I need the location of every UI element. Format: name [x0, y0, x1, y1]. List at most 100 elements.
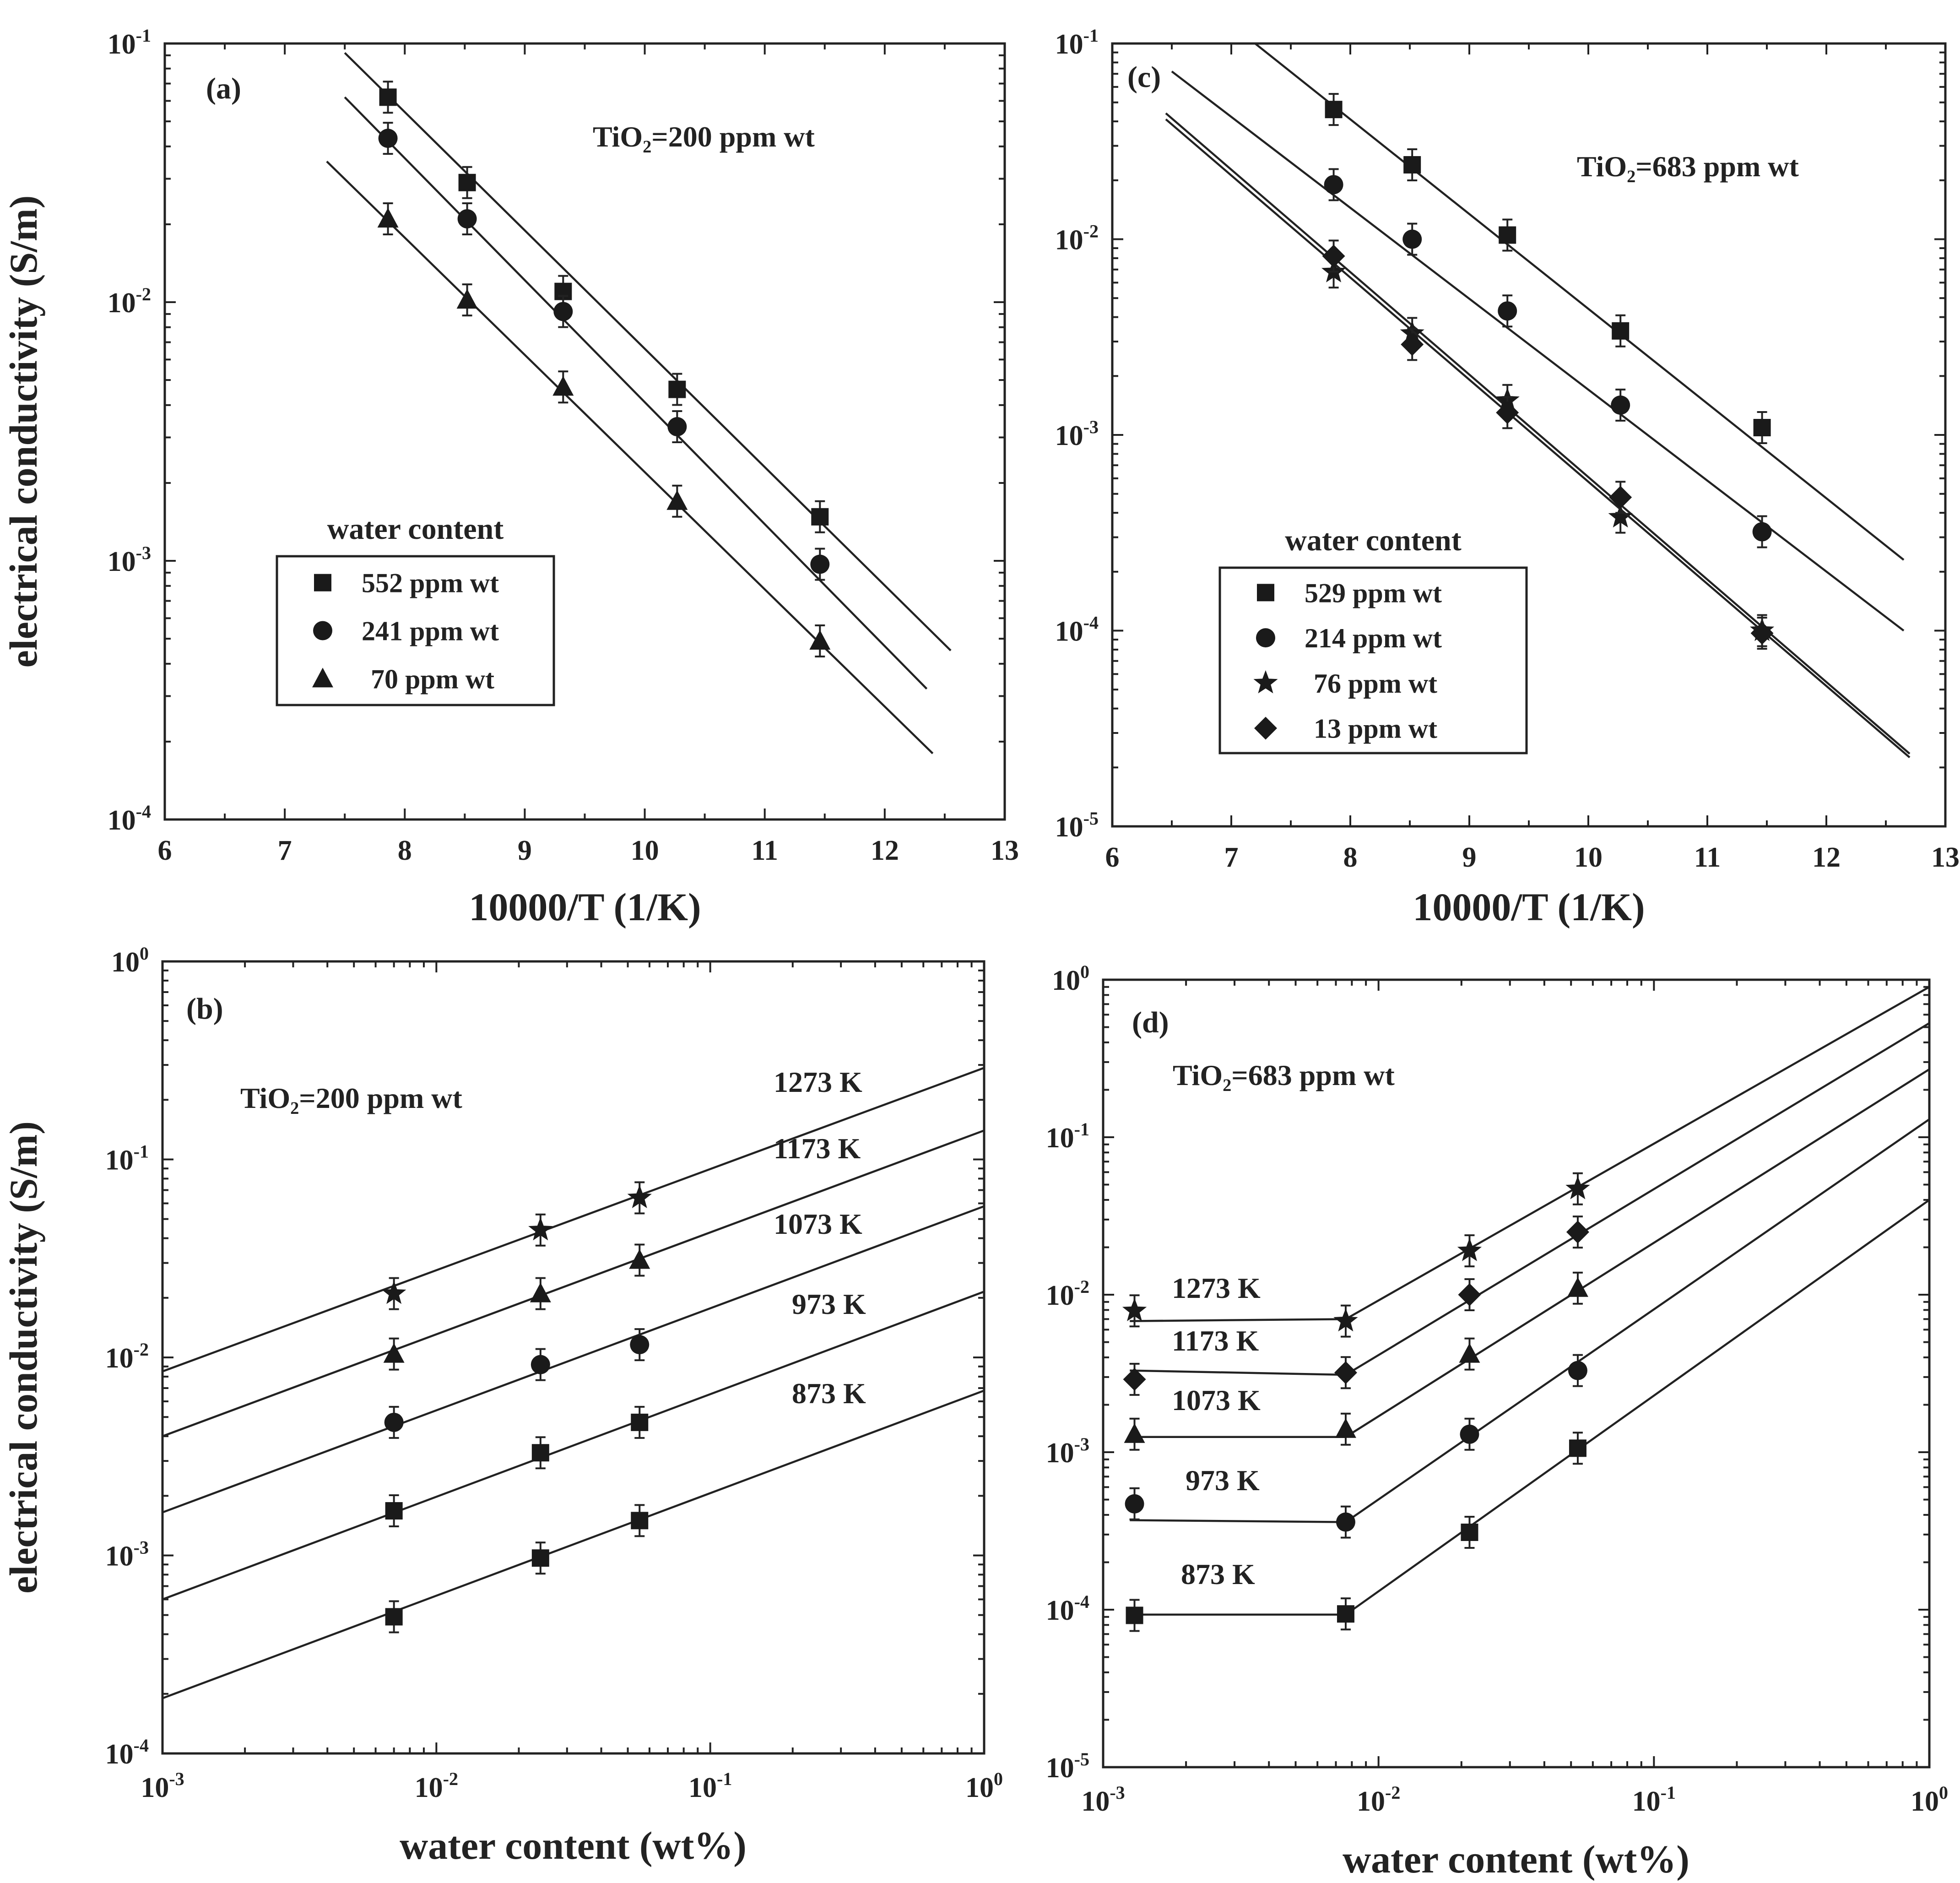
- data-point: [667, 417, 687, 437]
- y-tick-label: 100: [1052, 961, 1089, 996]
- data-point: [1125, 1494, 1144, 1514]
- panel-d: 10-5 10-4 10-3 10-2 10-1 100 10-3 10-2 10-1 100 wa…: [1046, 961, 1948, 1881]
- data-point: [379, 88, 397, 106]
- temperature-label: 1273 K: [774, 1066, 862, 1098]
- panel-label: (c): [1127, 60, 1161, 94]
- data-point: [630, 1335, 650, 1355]
- data-point: [528, 1217, 553, 1241]
- data-point: [384, 1412, 404, 1432]
- x-tick-label: 10-3: [1081, 1782, 1125, 1817]
- data-point: [385, 1608, 403, 1626]
- x-tick-label: 7: [278, 835, 292, 866]
- x-tick-label: 10: [631, 835, 659, 866]
- data-point: [1461, 1523, 1478, 1541]
- data-point: [1609, 486, 1632, 509]
- legend-label: 552 ppm wt: [362, 568, 499, 598]
- data-point: [811, 508, 829, 526]
- x-tick-label: 11: [751, 835, 778, 866]
- fit-line: [162, 1389, 985, 1699]
- data-point: [1612, 322, 1630, 340]
- series-76-ppm-wt: [1165, 112, 1911, 755]
- data-point: [1752, 522, 1772, 542]
- temperature-label: 973 K: [792, 1288, 866, 1320]
- legend-label: 214 ppm wt: [1305, 623, 1442, 653]
- composition-annotation: TiO₂=200 ppm wt: [240, 1082, 462, 1114]
- x-tick-label: 10-2: [1357, 1782, 1400, 1817]
- series-1273-k: [1122, 986, 1930, 1338]
- data-point: [1457, 1238, 1482, 1261]
- legend-marker: [1253, 670, 1278, 694]
- y-tick-label: 10-3: [108, 543, 151, 577]
- data-point: [1124, 1423, 1145, 1443]
- plot-frame: [163, 42, 1006, 821]
- fit-line: [1130, 1068, 1930, 1438]
- temperature-label: 873 K: [1181, 1558, 1255, 1590]
- data-point: [629, 1249, 650, 1269]
- x-tick-label: 9: [518, 835, 532, 866]
- plot-frame: [1102, 978, 1931, 1769]
- fit-line: [344, 52, 952, 651]
- series-13-ppm-wt: [1165, 118, 1911, 759]
- data-point: [458, 174, 476, 191]
- data-point: [1126, 1606, 1143, 1624]
- panel-a: 10-4 10-3 10-2 10-1 6 7 8 9 10 11 12 13 10000/T (1/K…: [1, 25, 1019, 929]
- data-point: [1123, 1367, 1146, 1391]
- legend-title: water content: [327, 512, 504, 546]
- series-70-ppm-wt: [326, 160, 934, 754]
- data-point: [1335, 1418, 1356, 1438]
- y-tick-label: 10-3: [1046, 1434, 1089, 1469]
- data-point: [1458, 1283, 1481, 1306]
- data-point: [1565, 1176, 1590, 1199]
- data-point: [1122, 1298, 1147, 1321]
- data-point: [1402, 229, 1422, 249]
- y-tick-label: 10-2: [1046, 1276, 1089, 1311]
- data-point: [385, 1502, 403, 1520]
- composition-annotation: TiO₂=683 ppm wt: [1173, 1059, 1395, 1091]
- data-point: [531, 1355, 550, 1374]
- data-point: [553, 302, 573, 321]
- series-214-ppm-wt: [1171, 71, 1905, 632]
- y-tick-label: 10-4: [1046, 1591, 1089, 1626]
- legend-marker: [314, 574, 331, 591]
- series-873-k: [1126, 1199, 1930, 1632]
- x-tick-label: 11: [1694, 842, 1721, 873]
- data-point: [531, 1549, 549, 1567]
- y-tick-label: 10-2: [105, 1339, 149, 1374]
- data-point: [383, 1343, 405, 1363]
- y-tick-label: 10-4: [105, 1735, 149, 1770]
- series-1273-k: [162, 1067, 985, 1373]
- temperature-label: 873 K: [792, 1377, 866, 1410]
- data-point: [530, 1282, 551, 1302]
- x-tick-label: 10-1: [1632, 1782, 1676, 1817]
- legend-marker: [1254, 716, 1277, 740]
- x-axis-title: water content (wt%): [1343, 1837, 1689, 1881]
- data-point: [1568, 1361, 1587, 1380]
- fit-line: [344, 96, 928, 690]
- x-tick-label: 10-1: [688, 1769, 732, 1803]
- data-point: [1496, 401, 1519, 424]
- x-tick-label: 12: [871, 835, 899, 866]
- data-point: [382, 1281, 406, 1304]
- y-tick-label: 10-5: [1046, 1749, 1089, 1784]
- data-point: [1566, 1221, 1589, 1244]
- series-241-ppm-wt: [344, 96, 928, 690]
- y-tick-label: 10-1: [1055, 25, 1099, 60]
- data-point: [810, 554, 830, 574]
- plot-frame: [1111, 42, 1947, 828]
- legend-box: [1218, 566, 1528, 754]
- x-tick-label: 13: [1931, 842, 1960, 873]
- legend-label: 529 ppm wt: [1305, 578, 1442, 608]
- series-973-k: [1125, 1118, 1930, 1539]
- data-point: [377, 207, 399, 228]
- temperature-label: 1073 K: [774, 1208, 862, 1240]
- legend-marker: [312, 667, 333, 688]
- legend-title: water content: [1285, 524, 1462, 557]
- x-tick-label: 10-3: [141, 1769, 184, 1803]
- data-point: [668, 380, 686, 398]
- x-tick-label: 8: [1343, 842, 1358, 873]
- series-1173-k: [162, 1129, 985, 1438]
- fit-line: [162, 1129, 985, 1438]
- x-tick-label: 10-2: [415, 1769, 458, 1803]
- temperature-label: 1073 K: [1172, 1384, 1261, 1416]
